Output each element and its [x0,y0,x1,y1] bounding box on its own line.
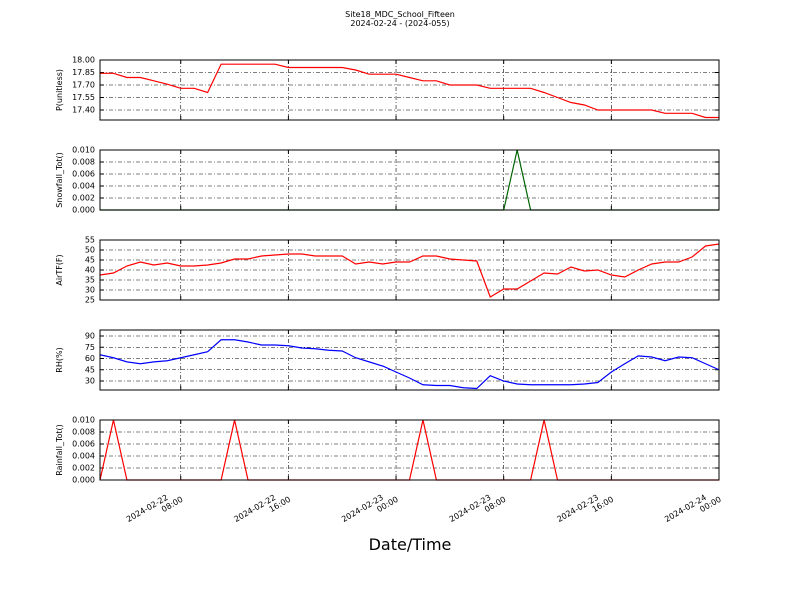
y-tick-label: 45 [85,256,95,265]
plot-frame [99,419,720,481]
y-tick-label: 17.55 [72,93,95,102]
y-tick-label: 17.70 [72,81,95,90]
y-tick-label: 0.004 [72,182,95,191]
y-tick-label: 17.85 [72,68,95,77]
y-tick-label: 30 [85,286,95,295]
y-axis-label: AirTF(F) [55,254,64,285]
y-tick-label: 17.40 [72,106,95,115]
data-line [99,339,720,390]
y-axis-label: Snowfall_Tot() [55,152,64,208]
y-tick-label: 0.006 [72,440,95,449]
figure-subtitle: 2024-02-24 - (2024-055) [350,19,449,28]
y-tick-label: 75 [85,343,95,352]
y-axis-label: P(unitless) [55,69,64,111]
y-tick-label: 0.008 [72,428,95,437]
figure-title: Site18_MDC_School_Fifteen [345,10,455,19]
y-tick-label: 0.010 [72,416,95,425]
plot-frame [99,59,720,121]
y-tick-label: 45 [85,365,95,374]
y-tick-label: 55 [85,236,95,245]
data-line [99,243,720,298]
y-tick-label: 18.00 [72,56,95,65]
y-tick-label: 0.010 [72,146,95,155]
y-tick-label: 40 [85,266,95,275]
y-tick-label: 0.008 [72,158,95,167]
plot-frame [99,239,720,301]
y-tick-label: 0.004 [72,452,95,461]
y-tick-label: 25 [85,296,95,305]
y-axis-label: RH(%) [55,347,64,372]
y-tick-label: 50 [85,246,95,255]
plot-frame [99,149,720,211]
y-tick-label: 0.000 [72,206,95,215]
y-tick-label: 0.002 [72,464,95,473]
x-axis-label: Date/Time [369,535,452,554]
y-tick-label: 60 [85,354,95,363]
y-tick-label: 35 [85,276,95,285]
plot-frame [99,329,720,391]
y-tick-label: 0.000 [72,476,95,485]
y-tick-label: 30 [85,377,95,386]
y-tick-label: 90 [85,332,95,341]
y-tick-label: 0.002 [72,194,95,203]
data-line [100,63,719,119]
y-tick-label: 0.006 [72,170,95,179]
y-axis-label: Rainfall_Tot() [55,424,64,476]
